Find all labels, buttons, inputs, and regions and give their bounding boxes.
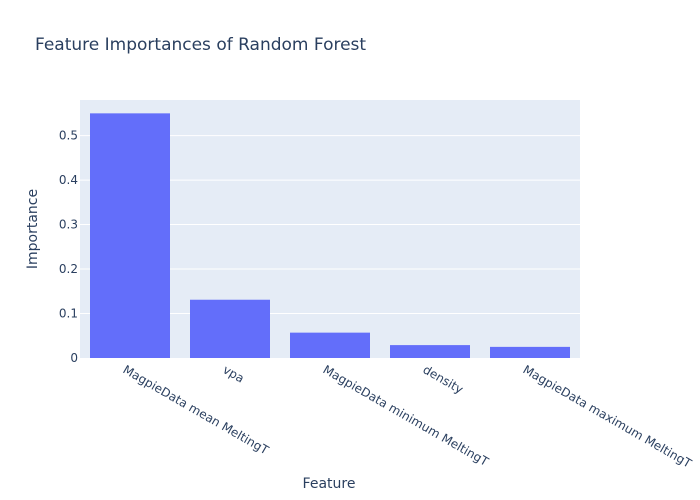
y-axis-title: Importance bbox=[25, 189, 41, 269]
y-tick-label: 0.3 bbox=[59, 218, 78, 232]
y-tick-label: 0.2 bbox=[59, 262, 78, 276]
bar bbox=[390, 345, 470, 358]
x-tick-label: MagpieData minimum MeltingT bbox=[321, 362, 492, 469]
bar bbox=[490, 346, 570, 358]
x-tick-label: MagpieData maximum MeltingT bbox=[521, 362, 695, 470]
y-tick-label: 0.4 bbox=[59, 173, 78, 187]
x-tick-label: vpa bbox=[221, 362, 247, 385]
bar bbox=[190, 299, 270, 358]
y-tick-label: 0 bbox=[70, 351, 78, 365]
y-tick-label: 0.1 bbox=[59, 307, 78, 321]
x-axis-title: Feature bbox=[303, 476, 356, 492]
y-tick-label: 0.5 bbox=[59, 129, 78, 143]
x-tick-label: density bbox=[421, 362, 466, 396]
x-tick-label: MagpieData mean MeltingT bbox=[121, 362, 272, 457]
bars bbox=[90, 113, 570, 359]
bar bbox=[290, 332, 370, 358]
chart-title: Feature Importances of Random Forest bbox=[35, 35, 366, 55]
bar bbox=[90, 113, 170, 359]
y-axis-ticks: 0 0.1 0.2 0.3 0.4 0.5 bbox=[59, 129, 78, 365]
